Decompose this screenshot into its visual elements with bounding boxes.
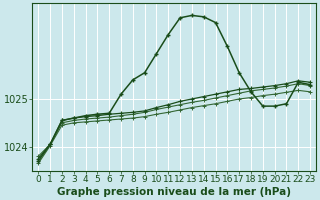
X-axis label: Graphe pression niveau de la mer (hPa): Graphe pression niveau de la mer (hPa) (57, 187, 291, 197)
